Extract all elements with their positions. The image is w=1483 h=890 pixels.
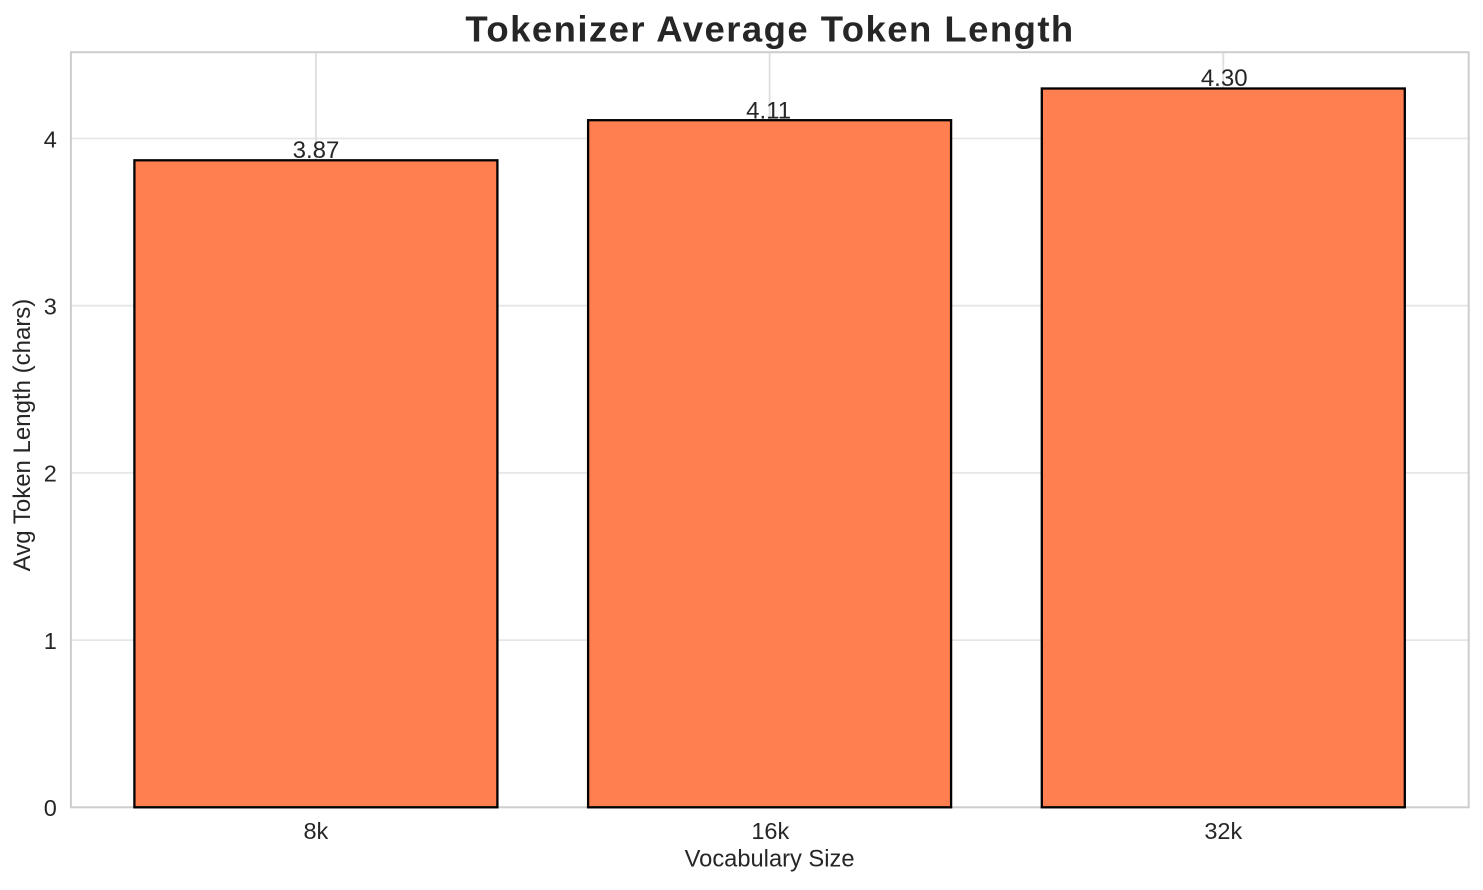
- svg-text:4.11: 4.11: [746, 98, 791, 125]
- svg-text:Avg Token Length (chars): Avg Token Length (chars): [9, 299, 36, 572]
- svg-text:4.30: 4.30: [1201, 65, 1248, 92]
- svg-text:4: 4: [44, 126, 57, 152]
- svg-text:2: 2: [44, 461, 57, 487]
- svg-text:3.87: 3.87: [293, 137, 340, 164]
- svg-text:16k: 16k: [751, 818, 789, 844]
- svg-text:Vocabulary Size: Vocabulary Size: [685, 846, 855, 872]
- svg-text:3: 3: [44, 294, 57, 320]
- svg-text:8k: 8k: [303, 818, 328, 844]
- svg-text:1: 1: [44, 628, 57, 654]
- svg-text:Tokenizer Average Token Length: Tokenizer Average Token Length: [465, 9, 1074, 50]
- svg-text:0: 0: [44, 795, 57, 821]
- svg-text:32k: 32k: [1204, 818, 1242, 844]
